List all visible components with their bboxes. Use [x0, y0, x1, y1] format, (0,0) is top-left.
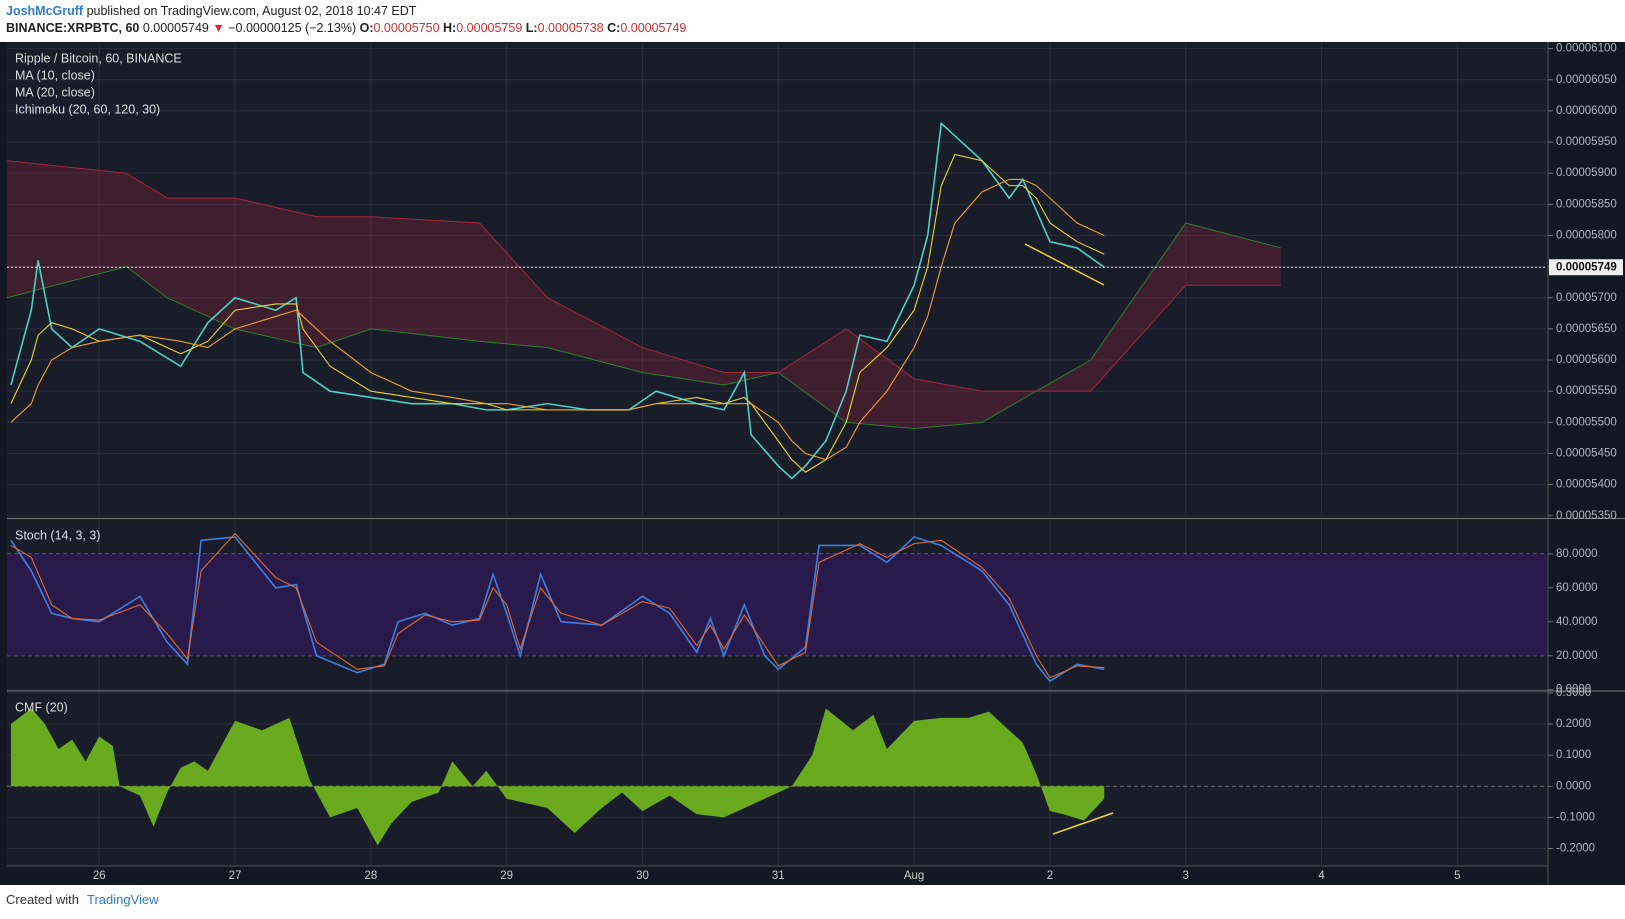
legend-entry: MA (20, close) [15, 85, 95, 99]
plot-area [7, 43, 1547, 865]
arrow: ▼ [212, 21, 225, 35]
y-tick-label: 0.2000 [1556, 718, 1591, 730]
y-tick-label: 20.0000 [1556, 650, 1598, 662]
band [7, 553, 1547, 656]
pane-title: Ripple / Bitcoin, 60, BINANCE [15, 51, 182, 65]
x-tick-label: 31 [772, 870, 785, 882]
y-tick-label: 0.00005650 [1556, 323, 1617, 335]
symbol: BINANCE:XRPBTC, 60 [6, 21, 140, 35]
x-tick-label: 4 [1318, 870, 1325, 882]
trend-annotation [1052, 812, 1114, 835]
y-tick-label: 0.0000 [1556, 780, 1591, 792]
area [10, 708, 1105, 846]
y-tick-label: -0.2000 [1556, 843, 1595, 855]
pane-title: CMF (20) [15, 700, 68, 714]
last-price-box [1549, 259, 1623, 276]
quote-line: BINANCE:XRPBTC, 60 0.00005749 ▼ −0.00000… [6, 20, 686, 37]
y-tick-label: 0.00005850 [1556, 198, 1617, 210]
series-line [10, 532, 1105, 679]
ohlc-value: 0.00005749 [620, 21, 687, 35]
y-tick-label: 0.00005600 [1556, 354, 1617, 366]
footer: Created with TradingView [6, 892, 159, 907]
x-tick-label: 30 [636, 870, 649, 882]
publish-line: JoshMcGruff published on TradingView.com… [6, 3, 686, 20]
ohlc-label: L: [525, 21, 538, 35]
series-line [10, 536, 1105, 683]
ohlc-value: 0.00005750 [373, 21, 440, 35]
x-tick-label: 5 [1454, 870, 1460, 882]
y-tick-label: -0.1000 [1556, 811, 1595, 823]
y-tick-label: 0.00005350 [1556, 510, 1617, 522]
y-tick-label: 0.00005800 [1556, 229, 1617, 241]
x-tick-label: Aug [904, 870, 924, 882]
y-tick-label: 0.00005500 [1556, 416, 1617, 428]
last-price-label: 0.00005749 [1556, 261, 1617, 273]
legend-entry: MA (10, close) [15, 68, 95, 82]
legend-entry: Ichimoku (20, 60, 120, 30) [15, 102, 160, 116]
series-line [10, 178, 1105, 461]
y-tick-label: 0.00006050 [1556, 74, 1617, 86]
x-tick-label: 2 [1047, 870, 1053, 882]
y-tick-label: 0.3000 [1556, 687, 1591, 699]
ohlc-label: O: [359, 21, 374, 35]
header: JoshMcGruff published on TradingView.com… [6, 3, 686, 37]
author[interactable]: JoshMcGruff [6, 4, 84, 18]
brand[interactable]: TradingView [86, 892, 159, 907]
x-tick-label: 27 [229, 870, 242, 882]
x-tick-label: 29 [500, 870, 513, 882]
y-tick-label: 0.00005900 [1556, 167, 1617, 179]
y-tick-label: 0.00005450 [1556, 447, 1617, 459]
y-tick-label: 0.00005550 [1556, 385, 1617, 397]
series-line [10, 121, 1105, 480]
y-tick-label: 0.00005400 [1556, 479, 1617, 491]
ohlc-value: 0.00005738 [537, 21, 604, 35]
pane-title: Stoch (14, 3, 3) [15, 528, 100, 542]
ohlc-label: H: [443, 21, 457, 35]
y-tick-label: 0.1000 [1556, 749, 1591, 761]
x-tick-label: 28 [364, 870, 377, 882]
y-tick-label: 80.0000 [1556, 548, 1598, 560]
y-tick-label: 0.00005950 [1556, 136, 1617, 148]
y-tick-label: 60.0000 [1556, 582, 1598, 594]
ohlc-value: 0.00005759 [456, 21, 523, 35]
ohlc-label: C: [607, 21, 621, 35]
y-tick-label: 40.0000 [1556, 616, 1598, 628]
ohlc: O:0.00005750 H:0.00005759 L:0.00005738 C… [360, 21, 687, 35]
ichimoku-cloud [6, 160, 1281, 429]
change: −0.00000125 (−2.13%) [228, 21, 357, 35]
footer-text: Created with [6, 892, 79, 907]
x-tick-label: 26 [93, 870, 106, 882]
y-tick-label: 0.00006000 [1556, 105, 1617, 117]
y-tick-label: 0.00005700 [1556, 292, 1617, 304]
ichimoku-span-b [6, 160, 1281, 392]
trend-annotation [1024, 243, 1105, 286]
published: published on TradingView.com, August 02,… [86, 4, 417, 18]
y-tick-label: 0.0000 [1556, 684, 1591, 696]
x-tick-label: 3 [1183, 870, 1189, 882]
last: 0.00005749 [142, 21, 209, 35]
chart: 26 27 28 29 30 31 Aug 2 3 4 5 0.00005350 0.00005400 0… [0, 42, 1625, 885]
y-tick-label: 0.00006100 [1556, 43, 1617, 55]
